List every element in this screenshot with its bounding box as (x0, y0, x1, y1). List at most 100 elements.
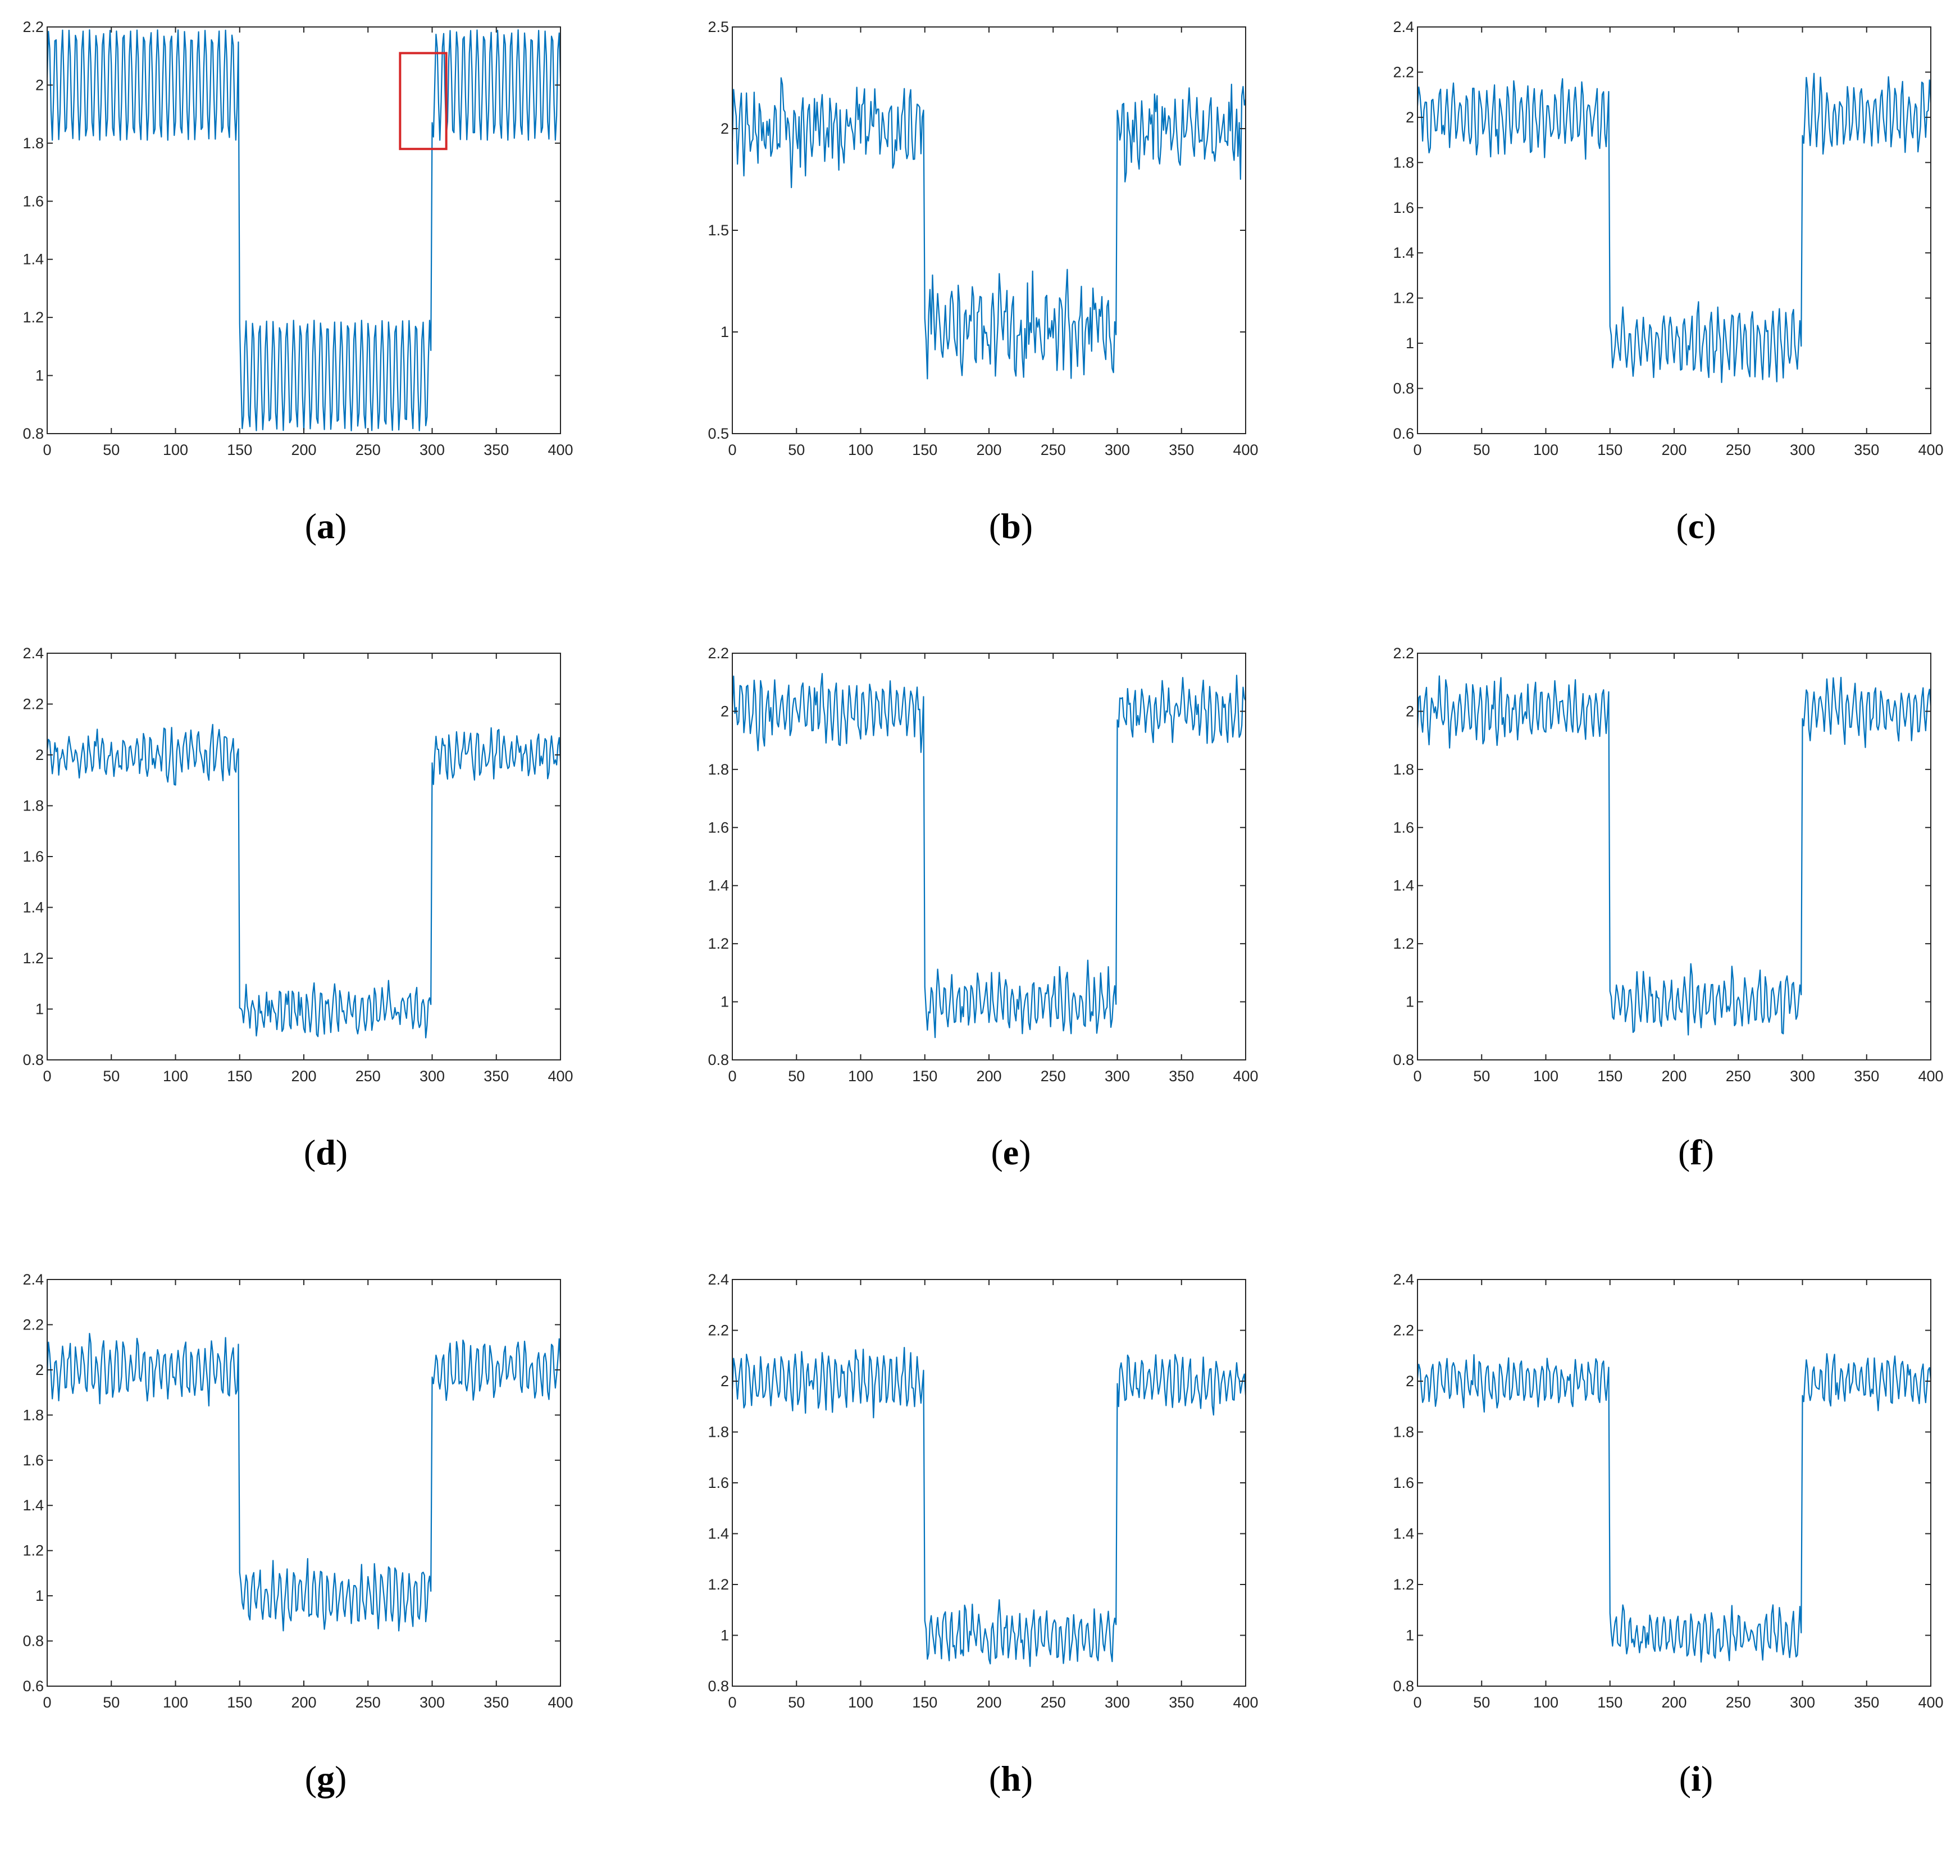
y-tick-label: 1 (35, 367, 44, 384)
panel-caption-letter: d (316, 1132, 336, 1172)
x-tick-label: 100 (848, 441, 873, 458)
x-tick-label: 300 (1105, 1068, 1130, 1085)
x-tick-label: 300 (1105, 1694, 1130, 1711)
axes-box (47, 653, 561, 1060)
chart-svg-g: 0 50 100 150 200 250 300 350 400 0.6 0.8 1 1.2 1.4 1.6… (22, 1271, 573, 1711)
x-tick-label: 150 (1597, 441, 1622, 458)
x-tick-label: 150 (912, 441, 937, 458)
figure-grid: 0 50 100 150 200 250 300 350 400 0.8 1 1.2 1.4 1.6 1.8… (0, 0, 1960, 1798)
chart-svg-f: 0 50 100 150 200 250 300 350 400 0.8 1 1.2 1.4 1.6 1.8… (1393, 645, 1943, 1085)
x-tick-label: 350 (484, 1068, 509, 1085)
x-tick-label: 50 (788, 1694, 805, 1711)
x-tick-label: 100 (848, 1694, 873, 1711)
panel-caption-i: (i) (1679, 1759, 1713, 1798)
series-line (47, 1333, 560, 1632)
series-line (732, 1346, 1246, 1667)
panel-caption-letter: f (1690, 1132, 1702, 1172)
x-tick-label: 350 (1169, 1068, 1194, 1085)
y-tick-label: 2.2 (708, 1322, 729, 1339)
y-tick-label: 0.6 (1393, 425, 1414, 442)
y-tick-label: 1.8 (22, 135, 44, 152)
x-tick-label: 300 (420, 1068, 445, 1085)
x-tick-label: 350 (484, 441, 509, 458)
x-tick-label: 150 (1597, 1068, 1622, 1085)
panel-caption-b: (b) (988, 506, 1033, 546)
y-tick-label: 0.8 (1393, 1051, 1414, 1068)
x-tick-label: 350 (1854, 441, 1879, 458)
panel-caption-a: (a) (304, 506, 347, 546)
y-tick-label: 1.6 (708, 1474, 729, 1491)
chart-panel-f: 0 50 100 150 200 250 300 350 400 0.8 1 1.2 1.4 1.6 1.8… (1370, 626, 1960, 1250)
panel-caption-letter: b (1001, 506, 1021, 546)
y-tick-label: 1.5 (708, 222, 729, 239)
x-tick-label: 100 (163, 1068, 188, 1085)
y-tick-label: 1.2 (708, 1576, 729, 1593)
panel-caption-g: (g) (304, 1759, 347, 1798)
highlight-box (399, 52, 448, 151)
chart-svg-d: 0 50 100 150 200 250 300 350 400 0.8 1 1.2 1.4 1.6 1.8… (22, 645, 573, 1085)
x-tick-label: 0 (43, 1068, 51, 1085)
y-tick-label: 1.6 (1393, 819, 1414, 836)
x-tick-label: 150 (912, 1068, 937, 1085)
x-tick-label: 0 (728, 1694, 736, 1711)
y-tick-label: 1.4 (708, 877, 729, 894)
x-tick-label: 0 (43, 441, 51, 458)
panel-caption-letter: a (317, 506, 335, 546)
panel-caption-letter: i (1691, 1759, 1701, 1798)
x-tick-label: 200 (1661, 441, 1686, 458)
y-tick-label: 1.8 (22, 1406, 44, 1423)
x-tick-label: 50 (103, 1068, 120, 1085)
x-tick-label: 400 (1233, 1068, 1258, 1085)
x-tick-label: 150 (227, 1068, 252, 1085)
chart-svg-e: 0 50 100 150 200 250 300 350 400 0.8 1 1.2 1.4 1.6 1.8… (708, 645, 1258, 1085)
x-tick-label: 50 (1473, 1694, 1490, 1711)
y-tick-label: 1.4 (22, 1497, 44, 1514)
y-tick-label: 1.4 (22, 251, 44, 268)
y-tick-label: 0.5 (708, 425, 729, 442)
x-tick-label: 200 (291, 1694, 316, 1711)
x-tick-label: 0 (728, 441, 736, 458)
series-line (1417, 72, 1931, 384)
panel-caption-f: (f) (1678, 1132, 1714, 1172)
y-tick-label: 2.2 (22, 696, 44, 713)
chart-svg-i: 0 50 100 150 200 250 300 350 400 0.8 1 1.2 1.4 1.6 1.8… (1393, 1271, 1943, 1711)
x-tick-label: 350 (484, 1694, 509, 1711)
y-tick-label: 2.2 (708, 645, 729, 662)
x-tick-label: 200 (1661, 1068, 1686, 1085)
x-tick-label: 300 (420, 441, 445, 458)
y-tick-label: 1 (1406, 335, 1414, 352)
panel-caption-letter: e (1002, 1132, 1019, 1172)
y-tick-label: 1.2 (1393, 1576, 1414, 1593)
x-tick-label: 0 (1413, 1068, 1421, 1085)
y-tick-label: 1.6 (708, 819, 729, 836)
y-tick-label: 1 (1406, 994, 1414, 1010)
chart-panel-a: 0 50 100 150 200 250 300 350 400 0.8 1 1.2 1.4 1.6 1.8… (0, 0, 651, 623)
y-tick-label: 1.6 (1393, 199, 1414, 216)
x-tick-label: 200 (976, 441, 1001, 458)
y-tick-label: 1.2 (1393, 290, 1414, 307)
x-tick-label: 350 (1854, 1068, 1879, 1085)
x-tick-label: 350 (1169, 1694, 1194, 1711)
axes-box (47, 1279, 561, 1687)
y-tick-label: 1 (721, 1627, 729, 1644)
x-tick-label: 300 (420, 1694, 445, 1711)
x-tick-label: 0 (1413, 1694, 1421, 1711)
x-tick-label: 400 (1918, 441, 1943, 458)
y-tick-label: 1 (35, 1587, 44, 1604)
panel-caption-h: (h) (988, 1759, 1033, 1798)
x-tick-label: 200 (976, 1068, 1001, 1085)
y-tick-label: 2.4 (22, 645, 44, 662)
y-tick-label: 1.8 (1393, 1424, 1414, 1441)
y-tick-label: 1.6 (22, 193, 44, 210)
x-tick-label: 50 (1473, 1068, 1490, 1085)
y-tick-label: 2.4 (1393, 19, 1414, 35)
y-tick-label: 2 (1406, 1373, 1414, 1390)
x-tick-label: 400 (1233, 441, 1258, 458)
axes-box (732, 1279, 1246, 1687)
x-tick-label: 50 (788, 1068, 805, 1085)
y-tick-label: 0.8 (1393, 380, 1414, 397)
axes-box (732, 26, 1246, 434)
x-tick-label: 0 (728, 1068, 736, 1085)
x-tick-label: 350 (1169, 441, 1194, 458)
chart-panel-c: 0 50 100 150 200 250 300 350 400 0.6 0.8 1 1.2 1.4 1.6… (1370, 0, 1960, 623)
